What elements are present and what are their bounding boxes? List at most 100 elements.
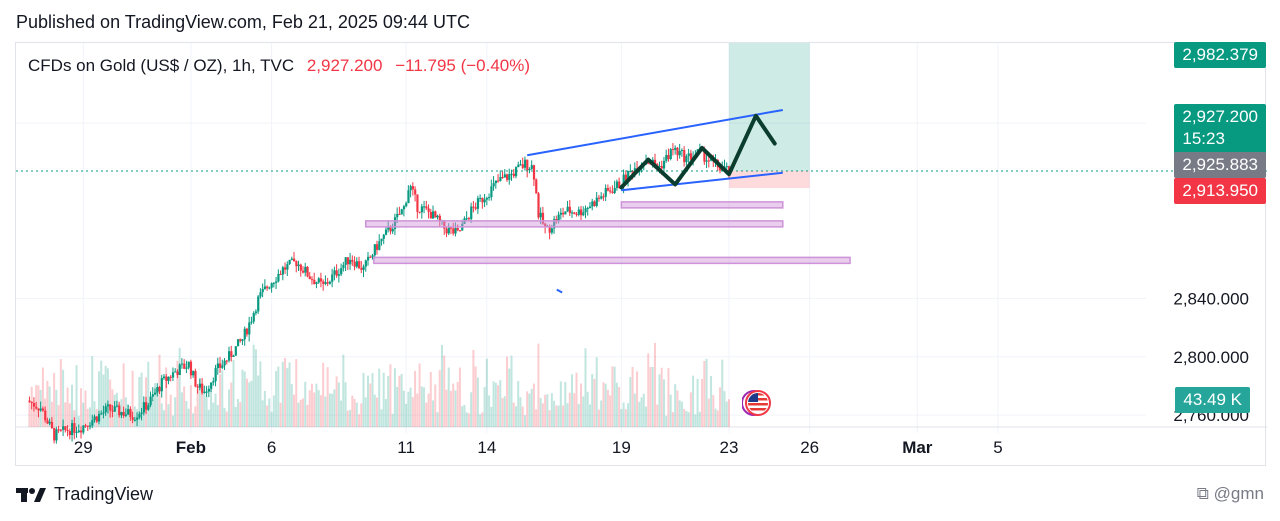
candle-body	[725, 166, 728, 168]
y-tick-label: 2,840.000	[1173, 289, 1249, 308]
candle-body	[221, 365, 224, 368]
volume-bar	[192, 413, 195, 427]
candle-body	[479, 197, 482, 199]
candle-body	[263, 286, 267, 289]
projection-path	[619, 113, 777, 190]
candle-body	[304, 266, 307, 273]
candle-body	[387, 226, 390, 230]
volume-bar	[671, 412, 674, 427]
candle-body	[250, 321, 253, 323]
volume-bar	[335, 376, 338, 427]
candle-body	[577, 209, 580, 215]
candle-body	[414, 189, 417, 195]
published-caption: Published on TradingView.com, Feb 21, 20…	[16, 12, 470, 32]
volume-bar	[432, 400, 435, 427]
candle-body	[508, 174, 511, 180]
chart-frame[interactable]: 2,960.0002,840.0002,800.0002,760.000029F…	[15, 42, 1267, 467]
candle-body	[351, 259, 354, 262]
volume-bar	[91, 356, 94, 427]
volume-bar	[555, 405, 558, 427]
target-price-label: 2,982.379	[1174, 42, 1266, 68]
candle-body	[703, 148, 706, 162]
candle-body	[156, 387, 159, 393]
candle-body	[539, 212, 542, 218]
volume-bar	[707, 398, 710, 427]
volume-bar	[317, 390, 320, 427]
volume-bar	[37, 385, 40, 427]
x-tick-label: Mar	[902, 438, 933, 457]
volume-bar	[501, 397, 504, 427]
volume-bar	[124, 397, 127, 427]
candle-body	[210, 382, 213, 389]
candle-body	[315, 282, 318, 284]
candle-body	[39, 408, 42, 411]
candle-body	[409, 186, 412, 191]
candle-body	[203, 391, 206, 393]
candle-body	[629, 170, 632, 172]
candle-body	[313, 279, 316, 284]
volume-bar	[577, 403, 580, 427]
channel-upper-line	[527, 108, 783, 157]
support-zone	[620, 201, 784, 209]
volume-bar	[541, 403, 544, 427]
volume-bar	[645, 406, 648, 427]
candle-body	[557, 214, 560, 222]
volume-bar	[243, 371, 246, 427]
author-watermark: ⧉ @gmn	[1196, 484, 1264, 503]
volume-bar	[290, 384, 293, 427]
volume-bar	[351, 395, 354, 427]
candle-body	[57, 429, 60, 431]
volume-bar	[275, 371, 278, 427]
candle-body	[252, 313, 255, 322]
candle-body	[559, 212, 563, 215]
candle-body	[44, 410, 47, 421]
us-flag-event-icon[interactable]	[742, 388, 772, 418]
volume-bar	[391, 413, 394, 427]
volume-bar	[638, 401, 641, 427]
candle-body	[615, 181, 619, 188]
candle-body	[530, 165, 533, 170]
volume-bar	[727, 399, 730, 427]
candle-body	[526, 159, 529, 171]
volume-bar	[714, 408, 717, 427]
candle-body	[544, 223, 547, 227]
candle-body	[499, 177, 502, 181]
volume-bar	[405, 403, 408, 427]
price-chart[interactable]: 2,960.0002,840.0002,800.0002,760.000029F…	[16, 43, 1267, 467]
candle-body	[28, 400, 31, 402]
volume-bar	[445, 389, 448, 427]
volume-bar	[369, 383, 372, 427]
volume-bar	[261, 400, 264, 427]
candle-body	[245, 328, 249, 335]
volume-bar	[136, 409, 139, 427]
volume-bar	[362, 372, 365, 427]
volume-bar	[270, 411, 273, 427]
candle-body	[456, 228, 459, 231]
volume-bar	[546, 394, 549, 427]
tradingview-logo[interactable]: TradingView	[16, 484, 153, 505]
volume-bar	[476, 377, 479, 427]
volume-bar	[694, 414, 697, 427]
candle-body	[676, 147, 679, 156]
candle-body	[225, 360, 228, 362]
volume-bar	[319, 395, 322, 427]
volume-bar	[183, 386, 186, 427]
volume-bar	[313, 392, 316, 427]
candle-body	[571, 212, 574, 214]
volume-bar	[129, 408, 132, 427]
candle-body	[719, 167, 722, 171]
candle-body	[449, 227, 453, 229]
candle-body	[393, 217, 397, 230]
volume-bar	[658, 374, 661, 427]
candle-body	[481, 197, 484, 203]
volume-bar	[360, 403, 363, 427]
volume-bar	[35, 385, 38, 427]
candle-body	[537, 193, 540, 218]
volume-bar	[649, 367, 652, 427]
candle-body	[205, 391, 208, 393]
candle-body	[136, 417, 139, 420]
volume-bar	[106, 368, 109, 427]
candle-body	[120, 412, 123, 416]
volume-bar	[582, 396, 585, 427]
volume-bar	[331, 393, 334, 427]
